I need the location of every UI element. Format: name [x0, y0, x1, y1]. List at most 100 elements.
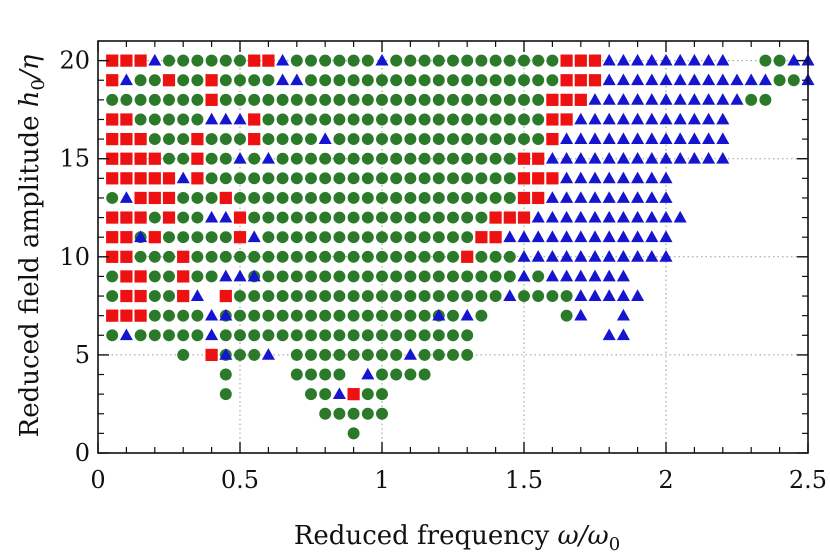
triangle-point [545, 191, 559, 203]
circle-point [106, 329, 119, 342]
circle-point [177, 54, 190, 67]
triangle-point [645, 112, 659, 125]
square-point [546, 172, 559, 185]
circle-point [333, 250, 346, 263]
circle-point [404, 329, 417, 342]
triangle-point [787, 53, 801, 66]
circle-point [475, 191, 488, 204]
triangle-point [560, 171, 574, 184]
square-point [546, 113, 559, 126]
square-point [517, 152, 531, 165]
circle-point [333, 172, 346, 185]
square-point [106, 152, 119, 165]
circle-point [475, 113, 488, 126]
circle-point [219, 172, 232, 185]
circle-point [404, 54, 417, 67]
circle-point [234, 133, 246, 146]
triangle-point [616, 230, 630, 243]
circle-point [319, 231, 332, 244]
circle-point [361, 133, 374, 146]
triangle-point [205, 308, 219, 321]
circle-point [191, 270, 204, 283]
circle-point [347, 113, 360, 126]
square-point [546, 93, 559, 106]
circle-point [376, 74, 388, 87]
circle-point [418, 231, 431, 244]
square-point [489, 231, 502, 244]
triangle-point [673, 210, 687, 223]
circle-point [163, 133, 175, 146]
triangle-point [588, 112, 602, 125]
circle-point [376, 191, 388, 204]
triangle-point [574, 171, 588, 184]
circle-point [503, 270, 516, 283]
circle-point [361, 270, 374, 283]
circle-point [447, 270, 459, 283]
triangle-point [602, 328, 616, 341]
triangle-point [744, 73, 758, 86]
circle-point [163, 54, 175, 67]
circle-point [262, 133, 275, 146]
circle-point [376, 329, 388, 342]
circle-point [418, 113, 431, 126]
circle-point [418, 93, 431, 106]
triangle-point [574, 132, 588, 144]
circle-point [404, 290, 417, 303]
circle-point [347, 231, 360, 244]
circle-point [234, 309, 246, 322]
circle-point [759, 93, 772, 106]
circle-point [418, 54, 431, 67]
circle-point [361, 348, 374, 361]
square-point [120, 54, 133, 67]
circle-point [347, 191, 360, 204]
circle-point [219, 329, 232, 342]
triangle-point [574, 112, 588, 125]
circle-point [404, 309, 417, 322]
circle-point [305, 368, 317, 381]
circle-point [205, 231, 218, 244]
triangle-point [616, 132, 630, 144]
circle-point [177, 211, 190, 224]
circle-point [361, 113, 374, 126]
triangle-point [560, 210, 574, 223]
circle-point [532, 270, 545, 283]
circle-point [305, 250, 317, 263]
triangle-point [574, 250, 588, 262]
circle-point [532, 113, 545, 126]
circle-point [432, 211, 445, 224]
square-point [248, 54, 261, 67]
triangle-point [574, 151, 588, 164]
triangle-point [645, 171, 659, 184]
triangle-point [290, 73, 304, 86]
circle-point [347, 329, 360, 342]
square-point [134, 289, 147, 303]
circle-point [489, 74, 502, 87]
circle-point [787, 74, 800, 87]
triangle-point [205, 328, 219, 341]
circle-point [276, 290, 289, 303]
triangle-point [687, 73, 701, 86]
triangle-point [631, 210, 645, 223]
circle-point [503, 54, 516, 67]
square-point [134, 172, 147, 185]
circle-point [390, 368, 403, 381]
plot-area-frame [97, 40, 809, 454]
square-point [120, 152, 133, 165]
triangle-point [219, 210, 233, 223]
circle-point [489, 250, 502, 263]
circle-point [248, 348, 261, 361]
triangle-point [261, 348, 275, 360]
triangle-point [673, 53, 687, 66]
circle-point [319, 407, 332, 420]
circle-point [276, 152, 289, 165]
circle-point [404, 133, 417, 146]
circle-point [347, 211, 360, 224]
triangle-point [119, 328, 133, 341]
triangle-point [687, 132, 701, 144]
square-point [120, 309, 133, 322]
circle-point [461, 231, 474, 244]
circle-point [148, 113, 161, 126]
square-point [546, 132, 559, 146]
triangle-point [219, 348, 233, 360]
circle-point [248, 93, 261, 106]
